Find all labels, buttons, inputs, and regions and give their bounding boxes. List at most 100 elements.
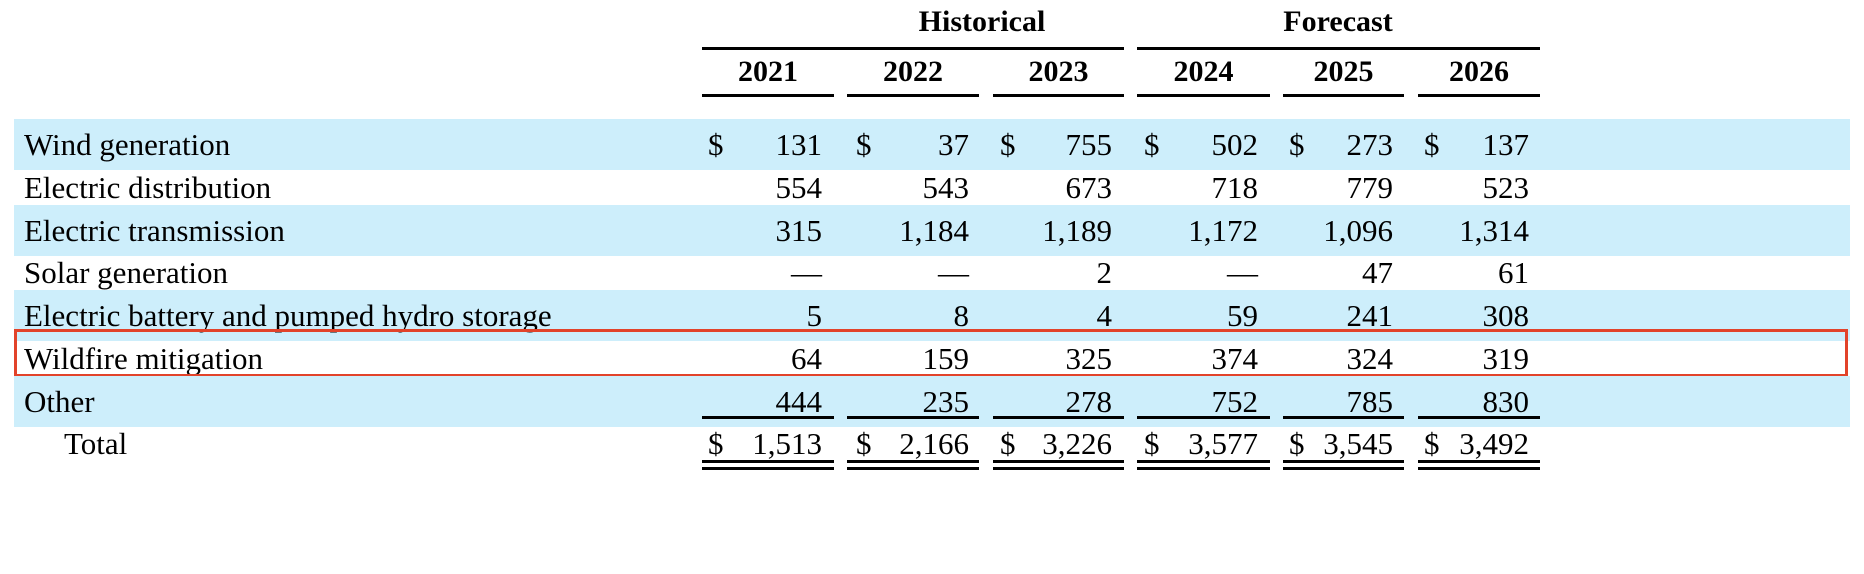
currency-symbol: $ <box>1424 127 1440 162</box>
historical-header: Historical <box>918 5 1046 38</box>
value-2026: 61 <box>1498 255 1529 290</box>
currency-symbol: $ <box>1144 127 1160 162</box>
year-rule-2021 <box>702 94 834 97</box>
value-2024: 374 <box>1211 341 1259 376</box>
year-header-2022: 2022 <box>883 55 943 88</box>
year-header-2024: 2024 <box>1173 55 1234 88</box>
subtotal-rule <box>1137 416 1270 419</box>
value-2025: 3,545 <box>1323 426 1393 461</box>
row-label: Wind generation <box>24 127 231 162</box>
table-row: Other 444 235 278 752 785 830 <box>14 376 1850 427</box>
subtotal-rule <box>993 416 1124 419</box>
value-2022: — <box>938 255 969 290</box>
table-row: Electric transmission 315 1,184 1,189 1,… <box>14 205 1850 256</box>
value-2026: 308 <box>1482 298 1530 333</box>
currency-symbol: $ <box>1000 127 1016 162</box>
value-2024: 718 <box>1211 170 1259 205</box>
table-row: Electric battery and pumped hydro storag… <box>14 290 1850 341</box>
value-2023: 2 <box>1096 255 1113 290</box>
value-2026: 1,314 <box>1459 213 1529 248</box>
value-2024: 59 <box>1227 298 1258 333</box>
forecast-header: Forecast <box>1283 5 1393 38</box>
year-rule-2023 <box>993 94 1124 97</box>
currency-symbol: $ <box>1144 426 1160 461</box>
value-2025: 779 <box>1346 170 1394 205</box>
value-2023: 4 <box>1096 298 1113 333</box>
subtotal-rule <box>847 416 979 419</box>
year-header-2021: 2021 <box>738 55 798 88</box>
value-2022: 37 <box>938 127 969 162</box>
row-label: Total <box>64 426 128 461</box>
table-row: Wind generation $ 131 $ 37 $ 755 $ 502 $… <box>14 119 1850 170</box>
value-2025: 273 <box>1346 127 1394 162</box>
currency-symbol: $ <box>856 426 872 461</box>
value-2021: 1,513 <box>752 426 822 461</box>
year-rule-2025 <box>1283 94 1404 97</box>
value-2022: 2,166 <box>899 426 969 461</box>
value-2023: 3,226 <box>1042 426 1112 461</box>
currency-symbol: $ <box>708 426 724 461</box>
currency-symbol: $ <box>1424 426 1440 461</box>
row-label: Wildfire mitigation <box>24 341 263 376</box>
value-2025: 324 <box>1346 341 1394 376</box>
value-2022: 159 <box>922 341 970 376</box>
year-header-2026: 2026 <box>1449 55 1509 88</box>
table-row: Electric distribution 554 543 673 718 77… <box>14 162 1850 213</box>
value-2026: 137 <box>1482 127 1530 162</box>
value-2023: 325 <box>1065 341 1113 376</box>
total-double-rule <box>1137 460 1270 470</box>
value-2023: 1,189 <box>1042 213 1112 248</box>
currency-symbol: $ <box>856 127 872 162</box>
year-header-2025: 2025 <box>1313 55 1374 88</box>
year-header-2023: 2023 <box>1028 55 1089 88</box>
value-2021: 131 <box>775 127 823 162</box>
subtotal-rule <box>702 416 834 419</box>
currency-symbol: $ <box>1289 426 1305 461</box>
row-label: Electric battery and pumped hydro storag… <box>24 298 552 333</box>
historical-rule <box>702 47 1124 50</box>
row-label: Electric distribution <box>24 170 272 205</box>
currency-symbol: $ <box>1289 127 1305 162</box>
currency-symbol: $ <box>1000 426 1016 461</box>
value-2024: 1,172 <box>1188 213 1258 248</box>
value-2025: 241 <box>1346 298 1394 333</box>
highlight-box <box>14 329 1848 377</box>
total-row: Total $ 1,513 $ 2,166 $ 3,226 $ 3,577 $ … <box>14 418 1850 469</box>
table-row: Solar generation — — 2 — 47 61 <box>14 247 1850 298</box>
value-2021: 554 <box>775 170 823 205</box>
value-2026: 830 <box>1482 384 1530 419</box>
total-double-rule <box>1418 460 1540 470</box>
value-2024: 502 <box>1211 127 1259 162</box>
forecast-rule <box>1137 47 1540 50</box>
value-2023: 755 <box>1065 127 1113 162</box>
table-row: Wildfire mitigation 64 159 325 374 324 3… <box>14 333 1850 384</box>
row-label: Solar generation <box>24 255 229 290</box>
year-rule-2026 <box>1418 94 1540 97</box>
year-rule-2024 <box>1137 94 1270 97</box>
value-2024: 752 <box>1211 384 1259 419</box>
currency-symbol: $ <box>708 127 724 162</box>
value-2021: 444 <box>775 384 823 419</box>
subtotal-rule <box>1418 416 1540 419</box>
total-double-rule <box>847 460 979 470</box>
value-2021: 5 <box>806 298 823 333</box>
value-2023: 278 <box>1065 384 1113 419</box>
value-2026: 319 <box>1482 341 1530 376</box>
value-2026: 523 <box>1482 170 1530 205</box>
total-double-rule <box>993 460 1124 470</box>
value-2022: 8 <box>953 298 970 333</box>
value-2025: 47 <box>1362 255 1393 290</box>
year-rule-2022 <box>847 94 979 97</box>
value-2024: — <box>1227 255 1258 290</box>
value-2021: 64 <box>791 341 822 376</box>
row-label: Other <box>24 384 95 419</box>
value-2026: 3,492 <box>1459 426 1529 461</box>
value-2021: — <box>791 255 822 290</box>
value-2022: 1,184 <box>899 213 969 248</box>
value-2022: 235 <box>922 384 970 419</box>
row-label: Electric transmission <box>24 213 285 248</box>
value-2024: 3,577 <box>1188 426 1258 461</box>
value-2025: 1,096 <box>1323 213 1393 248</box>
value-2025: 785 <box>1346 384 1394 419</box>
total-double-rule <box>702 460 834 470</box>
